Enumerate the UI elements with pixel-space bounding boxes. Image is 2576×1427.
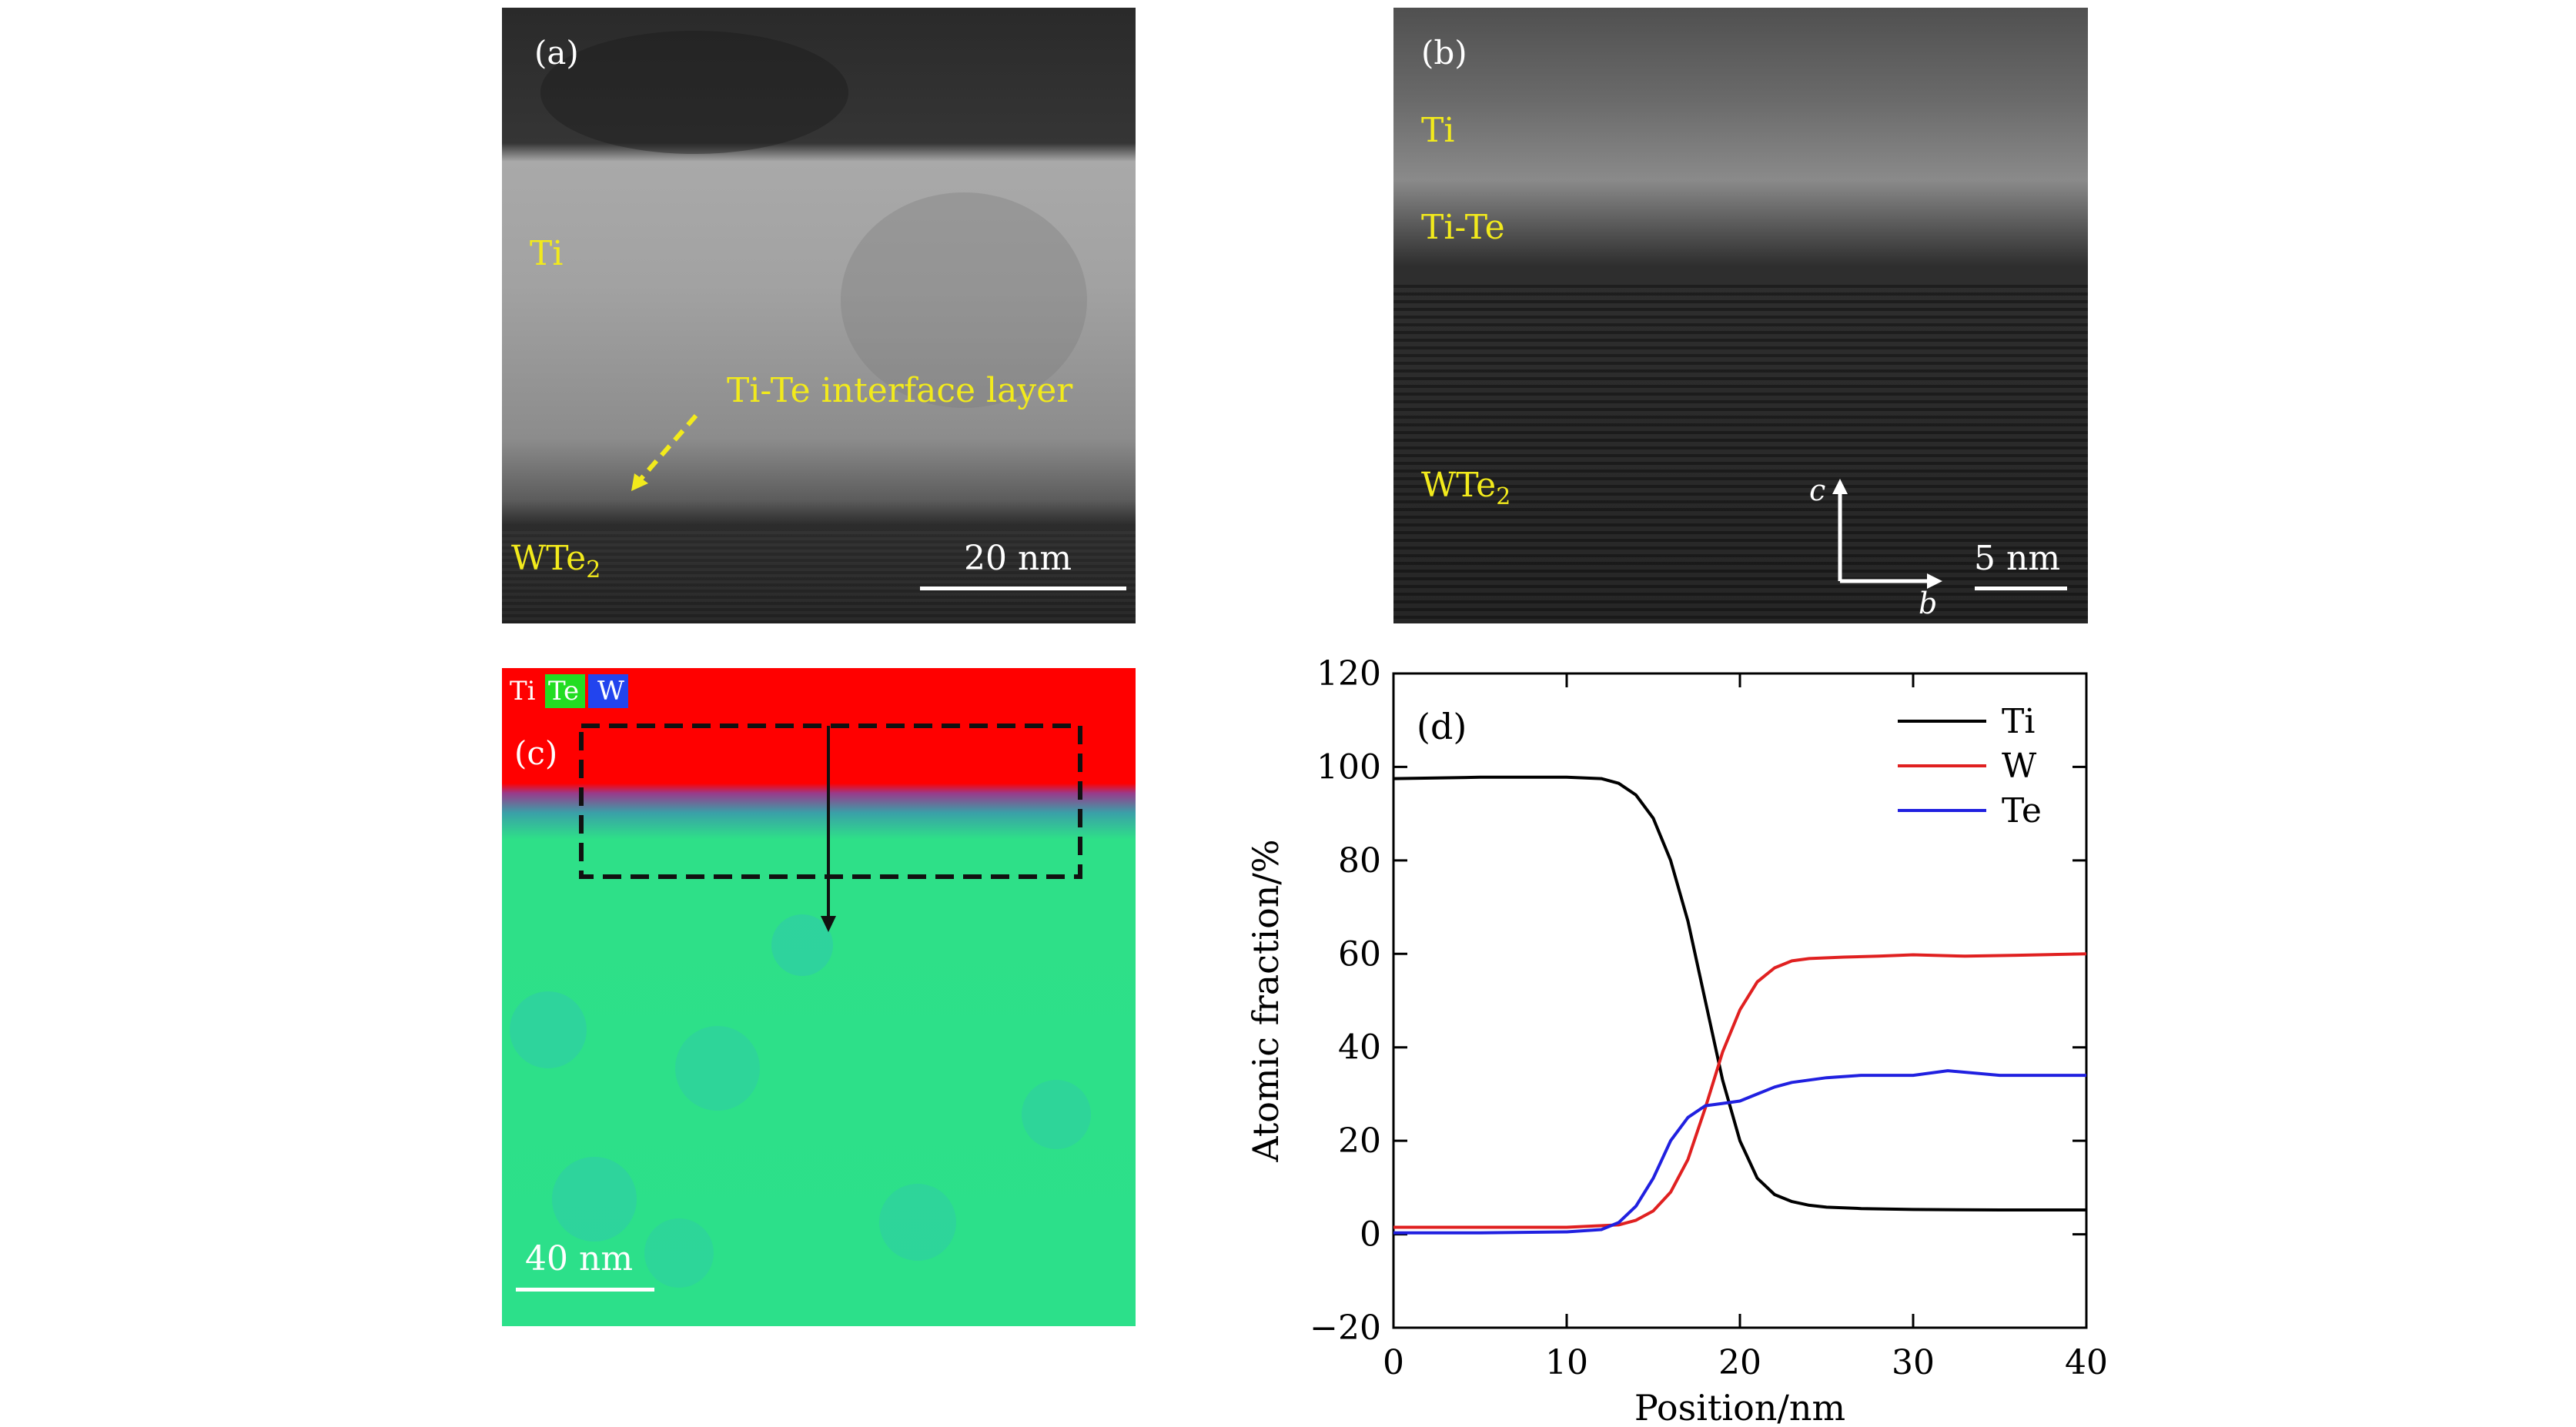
axis-c-label: c xyxy=(1809,473,1826,507)
interface-arrow-line xyxy=(637,414,698,483)
tite-label-b: Ti-Te xyxy=(1421,208,1505,247)
panel-a-tem-image: (a) Ti Ti-Te interface layer WTe2 20 nm xyxy=(502,8,1136,623)
scalebar-b xyxy=(1975,587,2067,590)
legend-label-te: Te xyxy=(2002,791,2042,830)
interface-arrow-head xyxy=(631,473,648,491)
y-axis-label: Atomic fraction/% xyxy=(1245,839,1286,1162)
legend-w: W xyxy=(597,676,624,707)
legend-label-w: W xyxy=(2002,747,2037,786)
ti-label-a: Ti xyxy=(530,234,564,273)
legend-te: Te xyxy=(548,676,580,707)
panel-b-hrtem-image: (b) Ti Ti-Te WTe2 c b 5 nm xyxy=(1393,8,2088,623)
y-tick-label: 0 xyxy=(1360,1215,1381,1255)
x-tick-label: 40 xyxy=(2065,1343,2108,1382)
panel-b-label: (b) xyxy=(1421,34,1467,72)
series-line-w xyxy=(1393,952,2087,1229)
legend-w-swatch xyxy=(588,674,628,708)
y-tick-label: 60 xyxy=(1338,934,1381,974)
line-scan-box xyxy=(579,724,1082,879)
y-tick-label: 20 xyxy=(1338,1121,1381,1161)
scalebar-c xyxy=(516,1288,654,1292)
y-tick-label: 40 xyxy=(1338,1028,1381,1068)
plot-frame xyxy=(1392,672,2088,1329)
panel-c-eds-map: Ti Te W (c) 40 nm xyxy=(502,668,1136,1326)
panel-c-label: (c) xyxy=(514,734,558,772)
axis-b-label: b xyxy=(1919,587,1938,620)
scalebar-a xyxy=(920,587,1126,590)
y-tick-label: −20 xyxy=(1310,1308,1381,1348)
scalebar-a-label: 20 nm xyxy=(964,539,1072,578)
y-tick-label: 120 xyxy=(1316,658,1381,693)
scalebar-c-label: 40 nm xyxy=(525,1239,634,1278)
wte2-label-b: WTe2 xyxy=(1421,466,1511,510)
panel-a-label: (a) xyxy=(534,34,579,72)
panel-d-line-chart: 0 10 20 30 40 −20 0 20 40 60 80 100 120 Position/nm At… xyxy=(1201,654,2576,1427)
series-line-te xyxy=(1393,1069,2086,1235)
panel-d-label: (d) xyxy=(1417,706,1467,747)
x-tick-label: 10 xyxy=(1545,1343,1588,1382)
y-tick-label: 100 xyxy=(1316,747,1381,787)
interface-layer-label: Ti-Te interface layer xyxy=(727,371,1073,410)
legend-label-ti: Ti xyxy=(2002,702,2035,741)
chart-svg: 0 10 20 30 40−20020406080100120Position/nmAt… xyxy=(1245,654,2108,1427)
series-line-ti xyxy=(1393,775,2086,1211)
scalebar-b-label: 5 nm xyxy=(1974,539,2061,578)
legend-te-swatch xyxy=(545,674,585,708)
ti-label-b: Ti xyxy=(1421,111,1455,150)
y-tick-label: 80 xyxy=(1338,841,1381,881)
legend-ti: Ti xyxy=(510,676,536,707)
x-axis-label: Position/nm xyxy=(1634,1387,1845,1424)
x-tick-label: 30 xyxy=(1892,1343,1935,1382)
wte2-label-a: WTe2 xyxy=(511,539,601,583)
x-tick-label: 20 xyxy=(1718,1343,1761,1382)
x-tick-label: 0 xyxy=(1383,1343,1404,1382)
